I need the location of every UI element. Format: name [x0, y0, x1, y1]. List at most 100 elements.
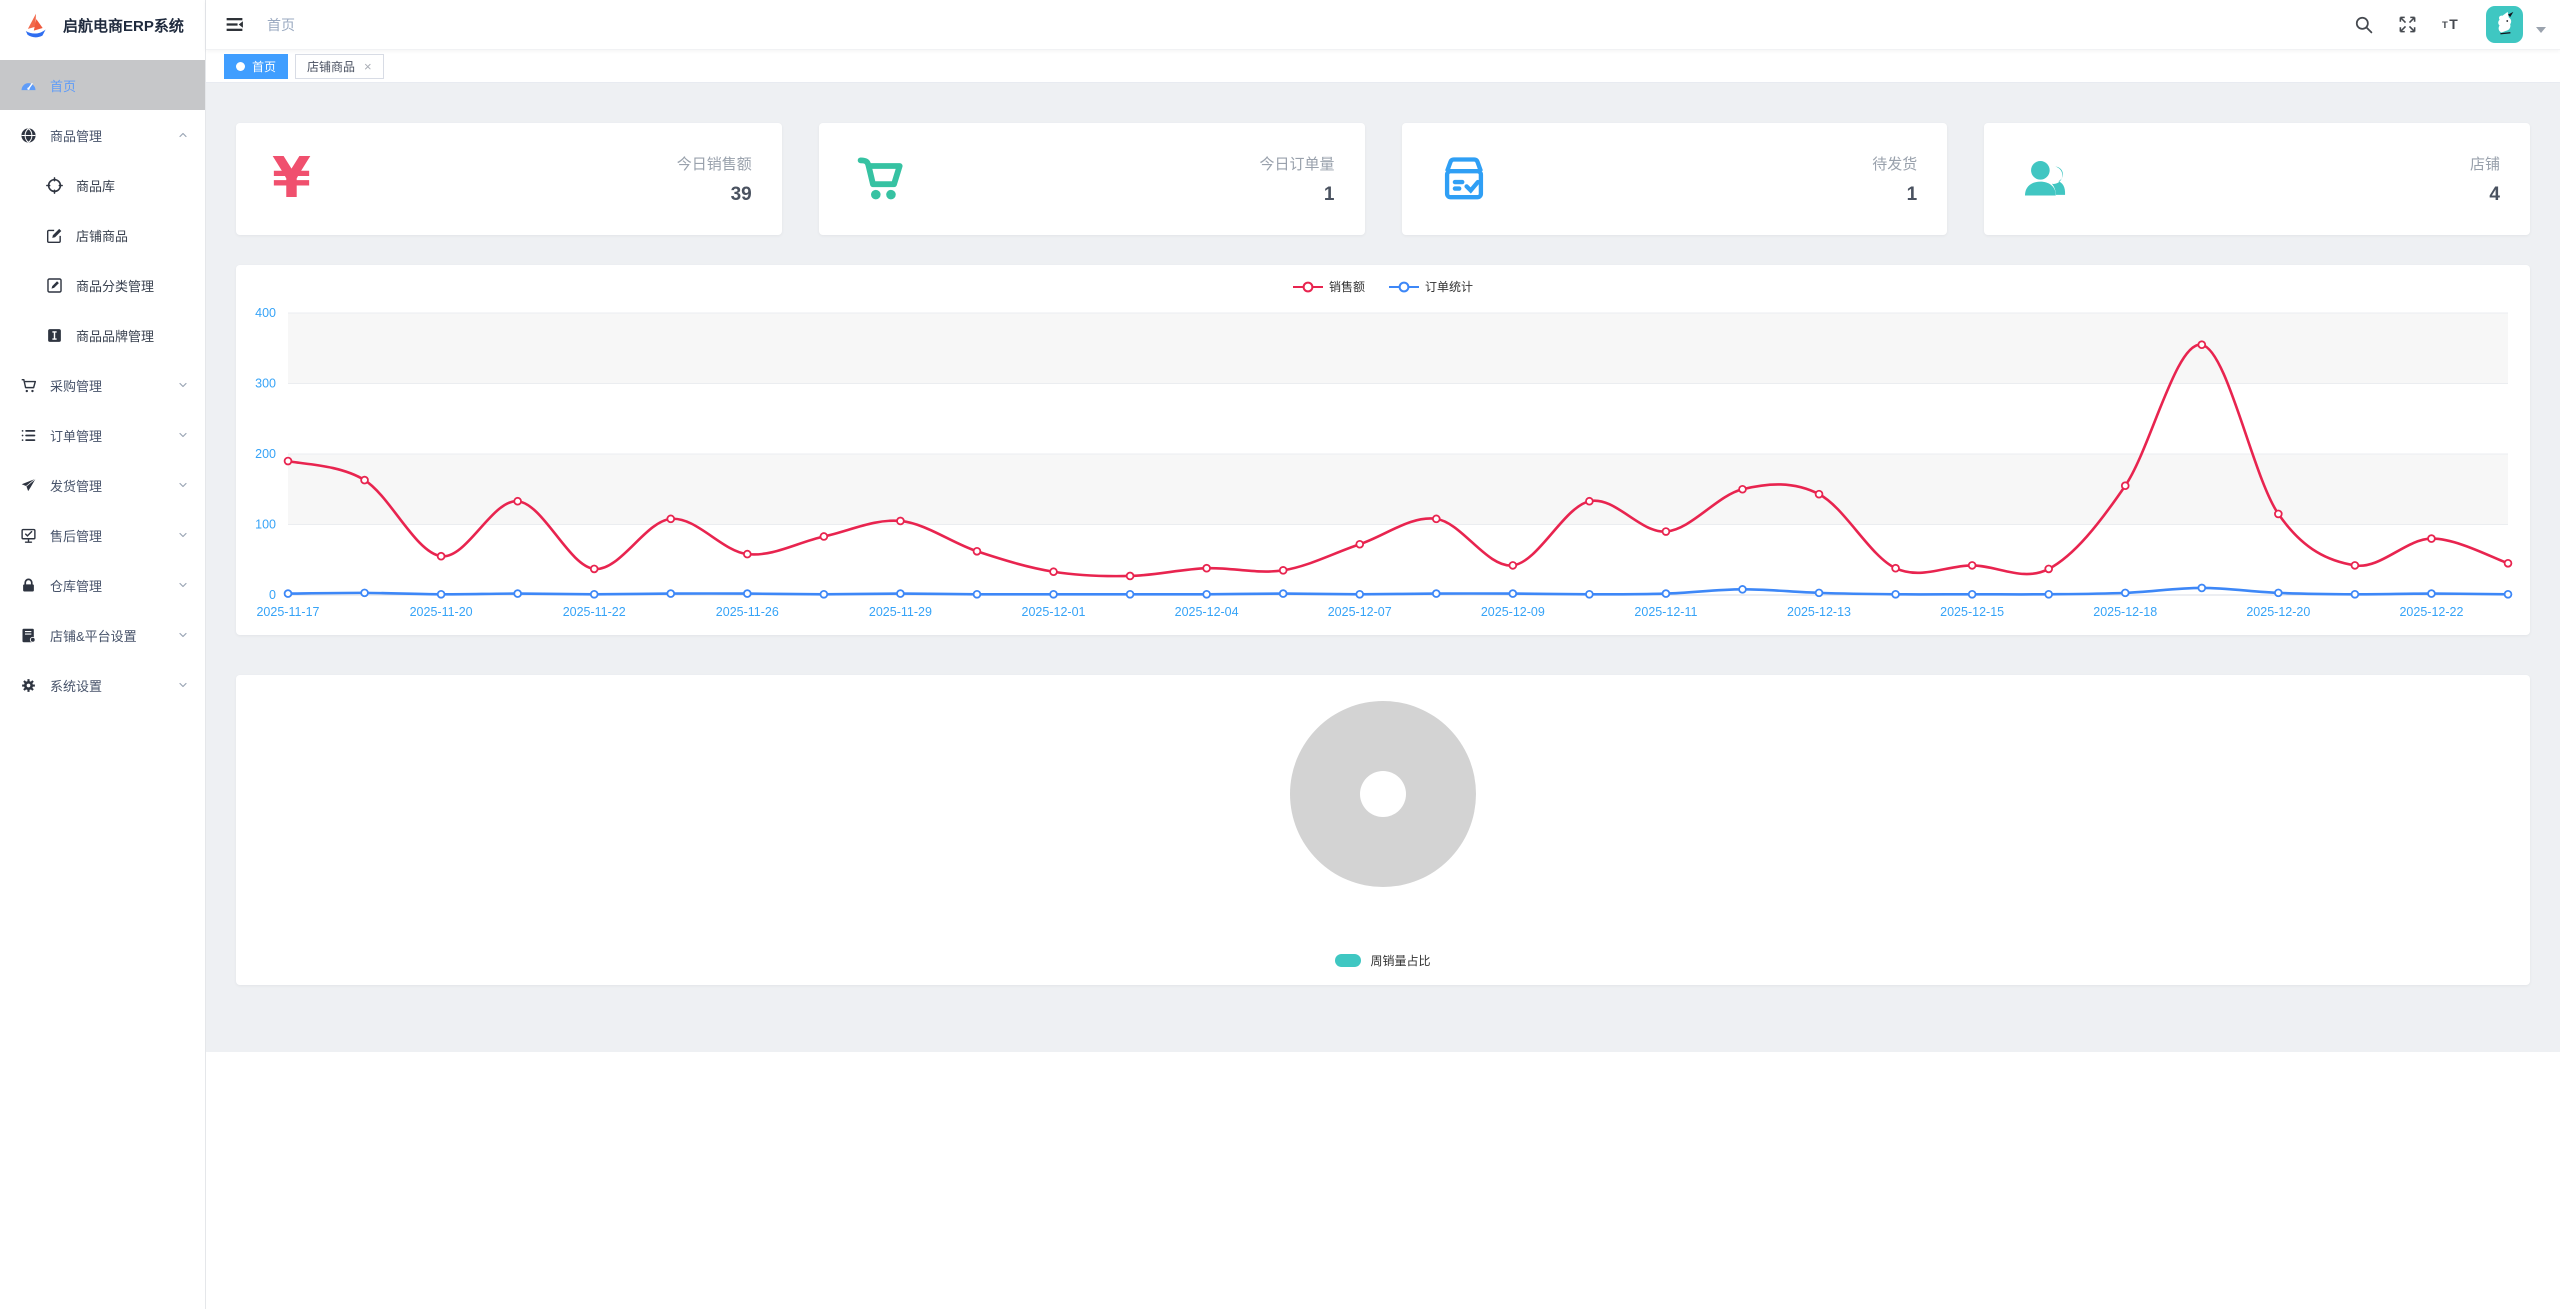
stat-card-3: 店铺 4: [1984, 123, 2530, 235]
svg-text:2025-11-29: 2025-11-29: [869, 605, 932, 619]
lock-icon: [20, 577, 37, 594]
sidebar-item-shop-goods[interactable]: 店铺商品: [0, 210, 205, 260]
brand-icon: [46, 327, 63, 344]
legend-item-销售额[interactable]: 销售额: [1292, 278, 1365, 295]
svg-text:2025-11-22: 2025-11-22: [563, 605, 626, 619]
svg-text:2025-12-22: 2025-12-22: [2399, 605, 2463, 619]
stat-card-1: 今日订单量 1: [818, 123, 1365, 235]
legend-label: 销售额: [1328, 280, 1365, 294]
svg-text:0: 0: [269, 588, 276, 602]
sidebar-item-label: 发货管理: [50, 478, 103, 494]
stat-card-value: 39: [730, 183, 752, 205]
chevron-up-icon: [177, 129, 189, 141]
stat-card-label: 今日订单量: [1259, 155, 1335, 173]
sidebar-item-label: 商品分类管理: [76, 278, 155, 294]
sidebar-item-goods-lib[interactable]: 商品库: [0, 160, 205, 210]
svg-text:2025-12-18: 2025-12-18: [2093, 605, 2157, 619]
sidebar-item-label: 售后管理: [50, 528, 103, 544]
svg-text:100: 100: [255, 518, 276, 532]
monitor-check-icon: [20, 527, 37, 544]
pie-chart-legend[interactable]: 周销量占比: [236, 952, 2530, 969]
sidebar-item-label: 商品库: [76, 178, 116, 194]
sidebar-item-label: 商品管理: [50, 128, 103, 144]
sidebar-item-goods-category[interactable]: 商品分类管理: [0, 260, 205, 310]
active-tab-dot: [236, 61, 245, 71]
avatar-dropdown-caret-icon[interactable]: [2536, 26, 2546, 33]
gear-icon: [20, 677, 37, 694]
breadcrumb[interactable]: 首页: [267, 16, 295, 33]
svg-text:2025-11-26: 2025-11-26: [716, 605, 779, 619]
svg-text:2025-12-11: 2025-12-11: [1634, 605, 1697, 619]
app-logo: 启航电商ERP系统: [0, 0, 205, 50]
svg-text:2025-12-09: 2025-12-09: [1481, 605, 1545, 619]
chevron-down-icon: [177, 629, 189, 641]
sales-orders-line-chart: 400 300 200 100 0 2025-11-17 2025-11-20 2025-11…: [236, 265, 2530, 635]
stat-card-label: 今日销售额: [676, 155, 752, 173]
sidebar-item-goods[interactable]: 商品管理: [0, 110, 205, 160]
navbar-actions: T T: [2354, 6, 2546, 43]
svg-text:2025-12-20: 2025-12-20: [2246, 605, 2310, 619]
sidebar-item-label: 店铺商品: [76, 228, 129, 244]
chevron-down-icon: [177, 379, 189, 391]
sidebar-item-shop-platform[interactable]: 店铺&平台设置: [0, 610, 205, 660]
compass-icon: [46, 176, 63, 194]
sidebar-item-home[interactable]: 首页: [0, 60, 205, 110]
list-icon: [20, 427, 37, 444]
sidebar-item-label: 店铺&平台设置: [50, 628, 137, 644]
search-icon[interactable]: [2354, 15, 2373, 34]
stat-card-value: 4: [2489, 183, 2500, 205]
stat-card-value: 1: [1323, 183, 1335, 205]
sidebar-fold-icon[interactable]: [224, 14, 245, 35]
sidebar-item-shipping[interactable]: 发货管理: [0, 460, 205, 510]
pie-legend-label: 周销量占比: [1370, 954, 1431, 968]
box-check-icon: [1438, 153, 1490, 205]
top-navbar: 首页 T T: [206, 0, 2560, 50]
send-icon: [20, 477, 37, 494]
sidebar-item-orders[interactable]: 订单管理: [0, 410, 205, 460]
svg-text:300: 300: [255, 377, 276, 391]
main-area: 首页 T T: [206, 0, 2560, 1309]
svg-text:2025-12-13: 2025-12-13: [1787, 605, 1851, 619]
stat-card-2: 待发货 1: [1401, 123, 1948, 235]
sidebar-item-warehouse[interactable]: 仓库管理: [0, 560, 205, 610]
sidebar-item-label: 订单管理: [50, 428, 103, 444]
stat-cards-row: ¥ 今日销售额 39 今日订单量 1 待发货 1 店铺 4: [236, 123, 2530, 235]
stat-card-0: ¥ 今日销售额 39: [236, 123, 782, 235]
chevron-down-icon: [177, 429, 189, 441]
font-size-icon[interactable]: T T: [2442, 15, 2461, 34]
sidebar-item-label: 采购管理: [50, 378, 103, 394]
sailboat-logo-icon: [22, 12, 49, 39]
stat-card-label: 待发货: [1872, 155, 1918, 173]
chevron-down-icon: [177, 579, 189, 591]
svg-text:T: T: [2442, 20, 2448, 31]
sidebar-menu: 首页 商品管理 商品库 店铺商品 商品分类管理 商品品牌管理 采购管理 订单管理…: [0, 50, 205, 710]
edit-square-icon: [46, 277, 63, 294]
users-icon: [2020, 153, 2072, 205]
svg-text:2025-12-07: 2025-12-07: [1328, 605, 1392, 619]
svg-text:2025-12-01: 2025-12-01: [1022, 605, 1086, 619]
tab-label: 店铺商品: [307, 59, 356, 74]
sidebar-item-label: 商品品牌管理: [76, 328, 155, 344]
user-avatar[interactable]: [2486, 6, 2523, 43]
tab-close-icon[interactable]: ×: [364, 58, 372, 74]
sidebar-item-system[interactable]: 系统设置: [0, 660, 205, 710]
sidebar-item-purchase[interactable]: 采购管理: [0, 360, 205, 410]
globe-icon: [20, 127, 37, 144]
fullscreen-icon[interactable]: [2398, 15, 2417, 34]
chevron-down-icon: [177, 529, 189, 541]
sidebar-item-aftersale[interactable]: 售后管理: [0, 510, 205, 560]
sales-orders-chart-card: 销售额 订单统计 400 300 200 100 0 2025-11-17 2025-11-…: [236, 265, 2530, 635]
yen-icon: ¥: [272, 146, 311, 211]
tab-0[interactable]: 首页: [224, 53, 289, 79]
cart-solid-icon: [855, 153, 907, 205]
stat-card-value: 1: [1906, 183, 1918, 205]
tab-1[interactable]: 店铺商品 ×: [295, 53, 384, 79]
weekly-sales-pie-card: 周销量占比: [236, 675, 2530, 985]
cart-icon: [20, 377, 37, 394]
legend-item-订单统计[interactable]: 订单统计: [1389, 278, 1473, 295]
sidebar-item-label: 仓库管理: [50, 578, 103, 594]
svg-text:T: T: [2449, 16, 2458, 32]
edit-icon: [46, 227, 63, 244]
sidebar-item-goods-brand[interactable]: 商品品牌管理: [0, 310, 205, 360]
